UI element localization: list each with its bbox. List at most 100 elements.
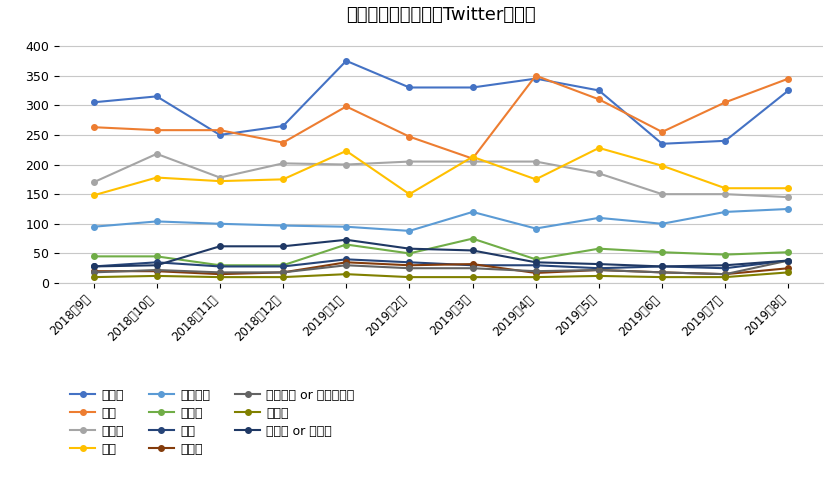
- Line: 筋肉痛: 筋肉痛: [91, 58, 791, 146]
- 疲労回復: [784, 206, 794, 212]
- 肌荒れ: [657, 249, 667, 255]
- 疲労回復: [720, 209, 730, 215]
- 関節痛: [594, 273, 604, 279]
- 美肌: [468, 156, 478, 162]
- 腰痛: [531, 176, 541, 182]
- 疲労回復: [88, 224, 98, 230]
- 腰痛: [278, 176, 288, 182]
- 肌荒れ: [404, 250, 414, 256]
- 関節痛: [468, 274, 478, 280]
- 美肌: [531, 73, 541, 79]
- 冷え性 or 冷え症: [152, 263, 162, 268]
- 肌荒れ: [720, 252, 730, 258]
- 肩こり: [278, 161, 288, 166]
- 関節痛: [278, 274, 288, 280]
- 関節痛: [720, 274, 730, 280]
- 筋肉痛: [404, 84, 414, 90]
- 筋肉痛: [657, 141, 667, 147]
- 関節痛: [88, 274, 98, 280]
- 疲労回復: [215, 221, 225, 227]
- 神経痛: [531, 270, 541, 276]
- Line: 肩こり: 肩こり: [91, 151, 791, 200]
- Title: 温泉＋効能に関するTwitter投稿数: 温泉＋効能に関するTwitter投稿数: [346, 6, 536, 24]
- 関節痛: [784, 269, 794, 275]
- 筋肉痛: [88, 100, 98, 105]
- 神経痛: [215, 271, 225, 277]
- 筋肉痛: [278, 123, 288, 129]
- 神経痛: [720, 271, 730, 277]
- 疲労回復: [657, 221, 667, 227]
- 筋肉痛: [784, 87, 794, 93]
- 角質: [341, 256, 351, 262]
- 神経痛: [278, 269, 288, 275]
- 角質: [468, 263, 478, 268]
- リウマチ or リュウマチ: [468, 265, 478, 271]
- 肩こり: [341, 162, 351, 167]
- 角質: [531, 263, 541, 268]
- 肌荒れ: [784, 249, 794, 255]
- 冷え性 or 冷え症: [531, 259, 541, 265]
- 冷え性 or 冷え症: [657, 264, 667, 269]
- Line: 冷え性 or 冷え症: 冷え性 or 冷え症: [91, 237, 791, 269]
- 冷え性 or 冷え症: [784, 258, 794, 264]
- 筋肉痛: [531, 76, 541, 81]
- リウマチ or リュウマチ: [88, 269, 98, 275]
- 筋肉痛: [152, 93, 162, 99]
- 筋肉痛: [720, 138, 730, 144]
- 美肌: [720, 100, 730, 105]
- 関節痛: [531, 274, 541, 280]
- 角質: [152, 259, 162, 265]
- 角質: [278, 264, 288, 269]
- 疲労回復: [531, 225, 541, 231]
- 腰痛: [88, 192, 98, 198]
- 神経痛: [468, 261, 478, 267]
- 筋肉痛: [341, 58, 351, 64]
- 肌荒れ: [341, 242, 351, 247]
- 疲労回復: [468, 209, 478, 215]
- 神経痛: [784, 265, 794, 271]
- 美肌: [657, 129, 667, 135]
- 肩こり: [657, 191, 667, 197]
- リウマチ or リュウマチ: [152, 267, 162, 273]
- 肌荒れ: [278, 263, 288, 268]
- 関節痛: [215, 274, 225, 280]
- 角質: [657, 264, 667, 269]
- Line: 肌荒れ: 肌荒れ: [91, 236, 791, 268]
- 神経痛: [88, 268, 98, 274]
- 疲労回復: [404, 228, 414, 234]
- 肩こり: [152, 151, 162, 157]
- 疲労回復: [152, 219, 162, 224]
- 冷え性 or 冷え症: [468, 247, 478, 253]
- 肌荒れ: [88, 253, 98, 259]
- リウマチ or リュウマチ: [594, 267, 604, 273]
- 肩こり: [404, 159, 414, 164]
- リウマチ or リュウマチ: [341, 263, 351, 268]
- 肩こり: [720, 191, 730, 197]
- 関節痛: [404, 274, 414, 280]
- 角質: [720, 265, 730, 271]
- 腰痛: [657, 163, 667, 169]
- 美肌: [88, 124, 98, 130]
- 肌荒れ: [531, 256, 541, 262]
- リウマチ or リュウマチ: [784, 258, 794, 264]
- 神経痛: [594, 267, 604, 273]
- Legend: 筋肉痛, 美肌, 肩こり, 腰痛, 疲労回復, 肌荒れ, 角質, 神経痛, リウマチ or リュウマチ, 関節痛, 冷え性 or 冷え症: 筋肉痛, 美肌, 肩こり, 腰痛, 疲労回復, 肌荒れ, 角質, 神経痛, リウ…: [65, 384, 360, 461]
- 筋肉痛: [594, 87, 604, 93]
- 肩こり: [594, 170, 604, 176]
- 角質: [215, 264, 225, 269]
- 冷え性 or 冷え症: [88, 264, 98, 269]
- 肩こり: [88, 180, 98, 185]
- 腰痛: [720, 185, 730, 191]
- Line: 腰痛: 腰痛: [91, 145, 791, 198]
- 冷え性 or 冷え症: [720, 263, 730, 268]
- 角質: [784, 258, 794, 264]
- リウマチ or リュウマチ: [531, 268, 541, 274]
- 神経痛: [152, 268, 162, 274]
- リウマチ or リュウマチ: [657, 269, 667, 275]
- Line: 疲労回復: 疲労回復: [91, 206, 791, 234]
- 美肌: [215, 127, 225, 133]
- 腰痛: [152, 175, 162, 181]
- 肩こり: [784, 194, 794, 200]
- 肌荒れ: [152, 253, 162, 259]
- リウマチ or リュウマチ: [404, 265, 414, 271]
